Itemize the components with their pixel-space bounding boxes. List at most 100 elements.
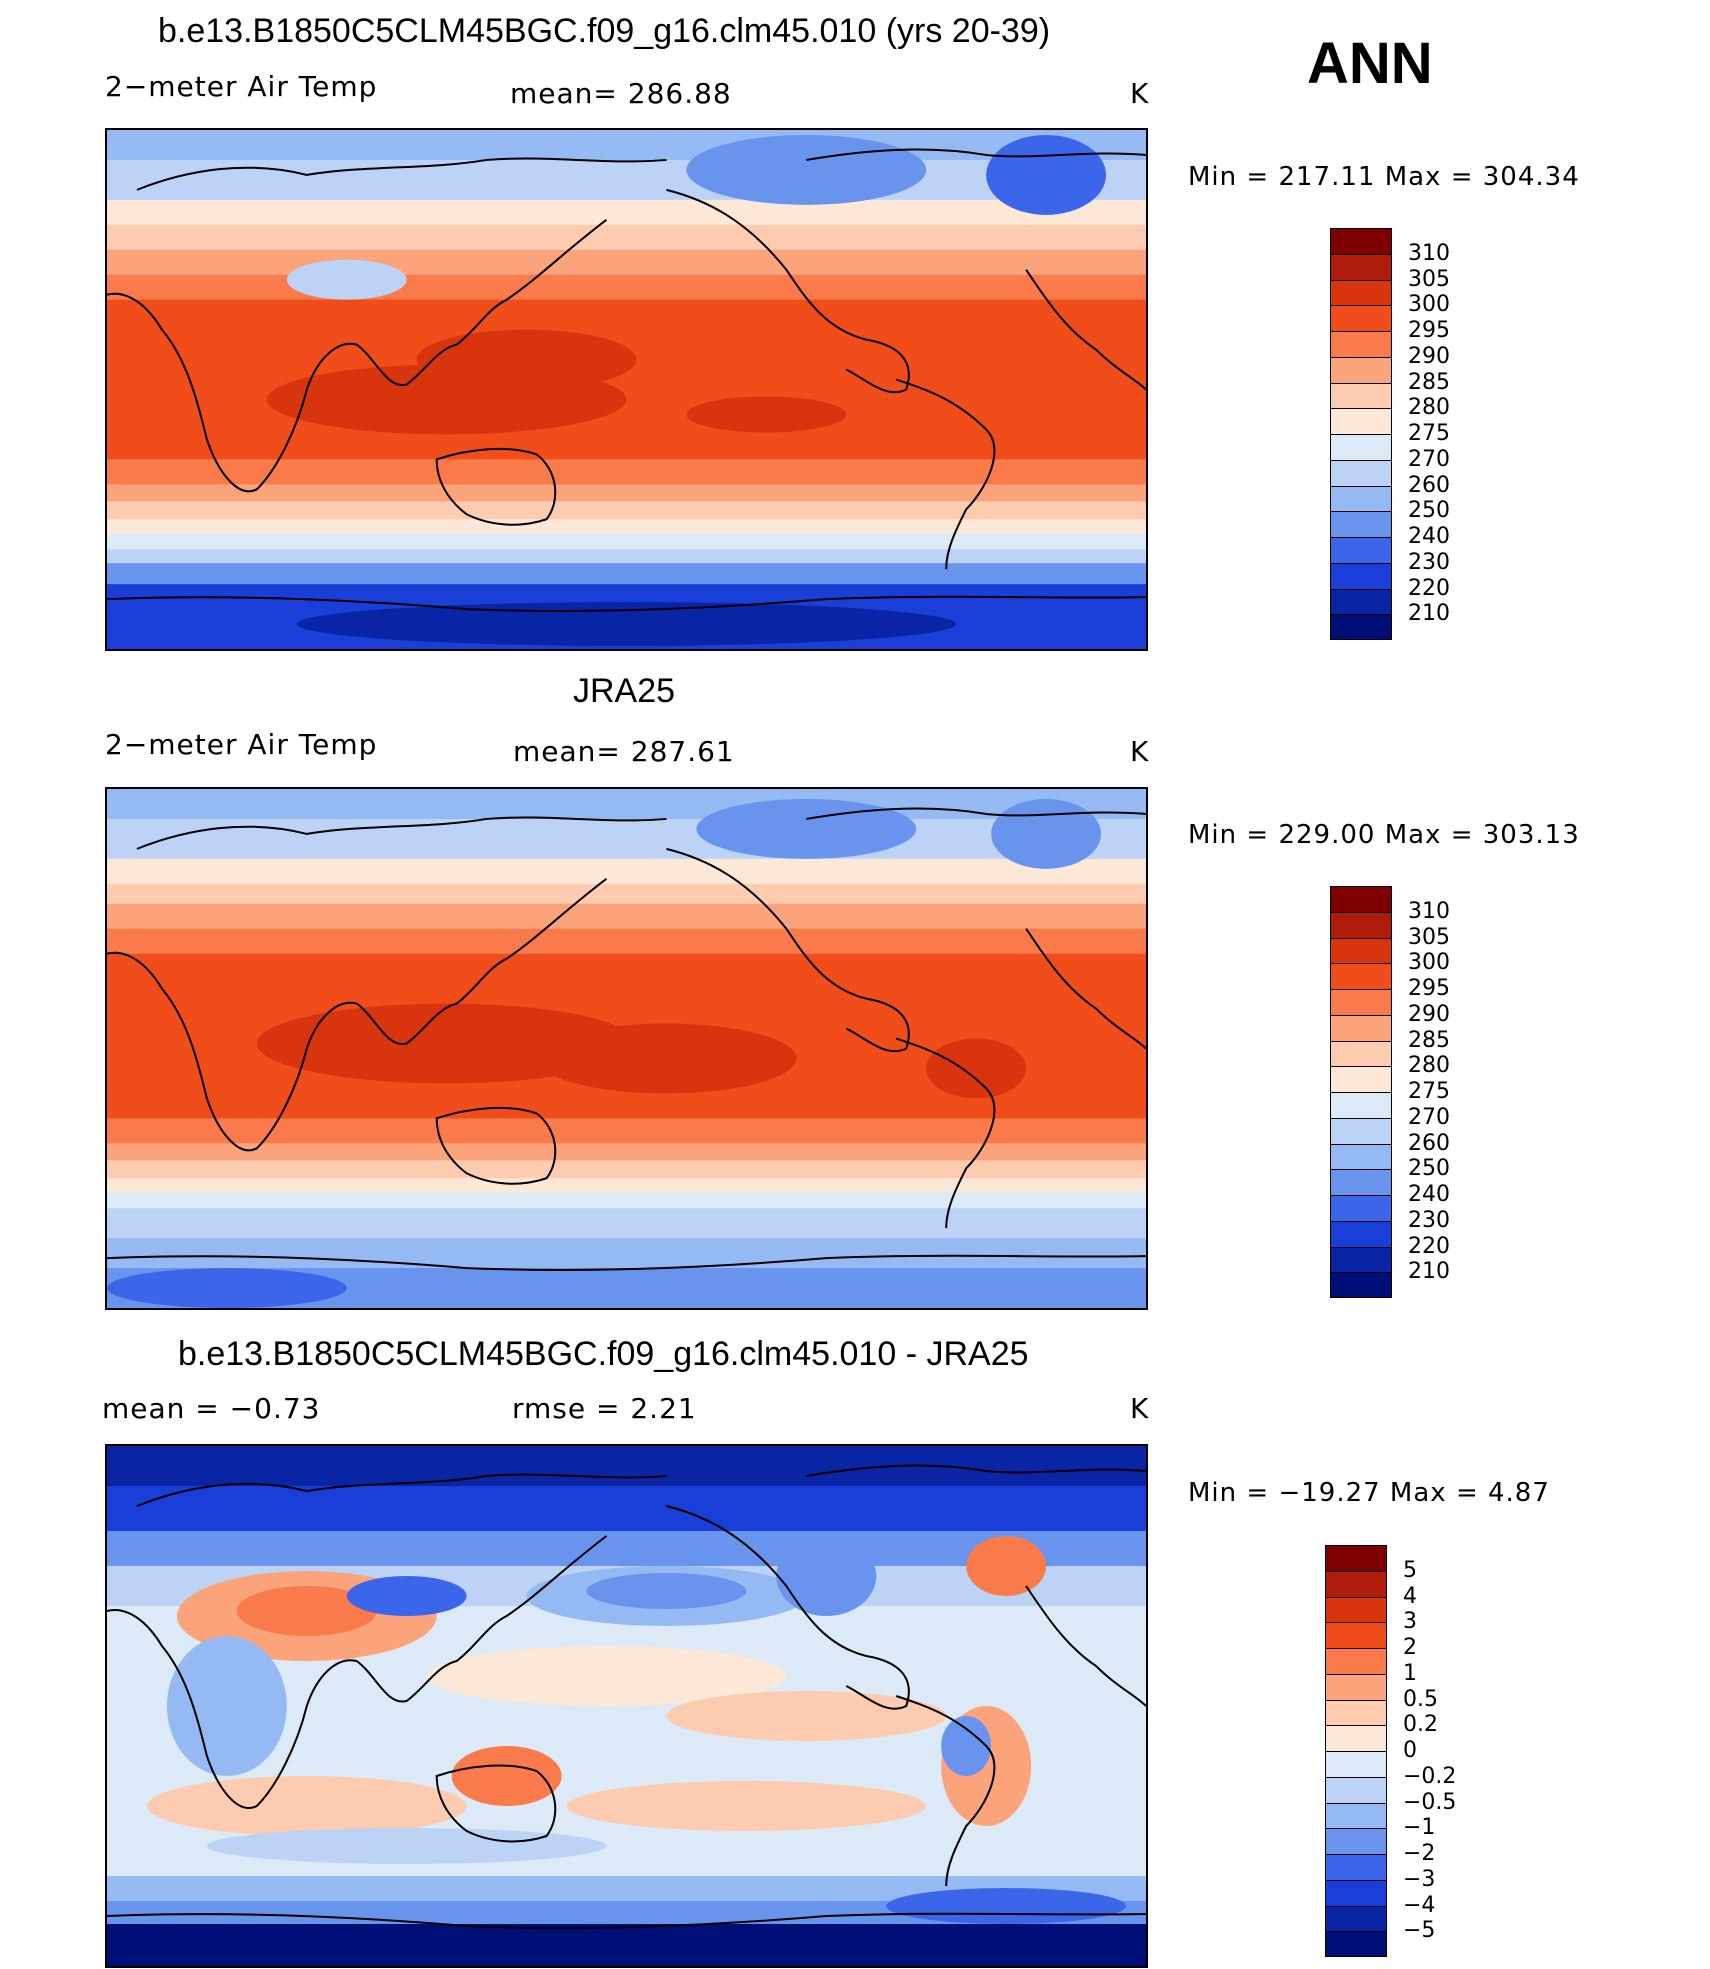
colorbar-label: 260 (1408, 1130, 1450, 1156)
colorbar-swatch (1325, 1545, 1387, 1571)
colorbar-swatch (1330, 1143, 1392, 1170)
colorbar-swatch (1325, 1673, 1387, 1700)
colorbar-label: 240 (1408, 524, 1450, 549)
season-label: ANN (1307, 31, 1433, 96)
colorbar-swatch (1330, 963, 1392, 989)
colorbar-swatch (1325, 1854, 1387, 1880)
colorbar-label: 250 (1408, 1156, 1450, 1182)
colorbar-swatch (1330, 937, 1392, 964)
colorbar-swatch (1330, 1092, 1392, 1118)
colorbar-label: −5 (1403, 1918, 1436, 1944)
colorbar-label: 305 (1408, 266, 1450, 292)
colorbar-label: 250 (1408, 498, 1450, 524)
colorbar-swatch (1330, 1066, 1392, 1092)
colorbar-swatch (1325, 1699, 1387, 1726)
colorbar-swatch (1325, 1596, 1387, 1623)
panel-3-map (105, 1444, 1148, 1968)
colorbar-swatch (1330, 305, 1392, 331)
colorbar-label: 270 (1408, 446, 1450, 472)
colorbar-swatch (1330, 562, 1392, 589)
colorbar-swatch (1330, 485, 1392, 512)
colorbar-label: 275 (1408, 421, 1450, 446)
colorbar-label: −1 (1403, 1815, 1436, 1841)
colorbar-label: 260 (1408, 472, 1450, 498)
panel-1-map (105, 128, 1148, 651)
colorbar-swatch (1330, 331, 1392, 357)
panel-2-map (105, 787, 1148, 1310)
colorbar-label: 290 (1408, 1001, 1450, 1027)
colorbar-label: 285 (1408, 369, 1450, 395)
panel-2-variable-label: 2−meter Air Temp (105, 728, 378, 761)
colorbar-label: 210 (1408, 1259, 1450, 1285)
colorbar-label: 280 (1408, 395, 1450, 421)
colorbar-swatch (1330, 588, 1392, 615)
colorbar-swatch (1330, 408, 1392, 434)
colorbar-swatch (1330, 886, 1392, 912)
panel-2-units: K (1130, 735, 1150, 768)
panel-3-units: K (1130, 1392, 1150, 1425)
panel-3-colorbar-frame (1325, 1545, 1387, 1957)
colorbar-swatch (1330, 382, 1392, 409)
colorbar-label: 220 (1408, 575, 1450, 601)
colorbar-label: −0.5 (1403, 1789, 1457, 1815)
colorbar-swatch (1330, 1220, 1392, 1247)
colorbar-swatch (1330, 1169, 1392, 1195)
panel-2-title: JRA25 (573, 672, 676, 710)
panel-1-title: b.e13.B1850C5CLM45BGC.f09_g16.clm45.010 … (158, 12, 1051, 50)
colorbar-label: 3 (1403, 1609, 1417, 1635)
colorbar-swatch (1330, 1272, 1392, 1298)
coastlines (107, 807, 1146, 1272)
panel-1-variable-label: 2−meter Air Temp (105, 70, 378, 103)
colorbar-label: 275 (1408, 1079, 1450, 1104)
temperature-contours (107, 789, 1146, 1308)
colorbar-swatch (1330, 537, 1392, 563)
colorbar-label: 2 (1403, 1635, 1417, 1660)
colorbar-label: 230 (1408, 1207, 1450, 1233)
colorbar-label: 230 (1408, 549, 1450, 575)
colorbar-swatch (1330, 459, 1392, 486)
colorbar-swatch (1330, 1195, 1392, 1221)
colorbar-swatch (1330, 1246, 1392, 1273)
difference-contours (107, 1446, 1146, 1966)
colorbar-swatch (1325, 1802, 1387, 1829)
colorbar-label: −4 (1403, 1892, 1436, 1918)
panel-3-rmse-label: rmse = 2.21 (512, 1392, 697, 1425)
colorbar-swatch (1330, 1040, 1392, 1067)
colorbar-swatch (1330, 228, 1392, 254)
panel-3-difference-field (107, 1446, 1146, 1966)
colorbar-label: −3 (1403, 1866, 1436, 1892)
colorbar-label: 0.5 (1403, 1686, 1438, 1712)
colorbar-swatch (1330, 1117, 1392, 1144)
colorbar-swatch (1330, 279, 1392, 306)
colorbar-swatch (1325, 1570, 1387, 1597)
colorbar-label: 4 (1403, 1583, 1417, 1609)
colorbar-swatch (1325, 1725, 1387, 1751)
panel-2-temperature-field (107, 789, 1146, 1308)
panel-3-mean-label: mean = −0.73 (102, 1392, 321, 1425)
temperature-contours (107, 130, 1146, 649)
colorbar-label: 280 (1408, 1053, 1450, 1079)
colorbar-swatch (1325, 1751, 1387, 1777)
colorbar-label: 5 (1403, 1557, 1417, 1583)
colorbar-label: 300 (1408, 950, 1450, 976)
panel-1-min-max: Min = 217.11 Max = 304.34 (1188, 162, 1580, 192)
panel-1-units: K (1130, 77, 1150, 110)
colorbar-swatch (1330, 989, 1392, 1015)
colorbar-label: 295 (1408, 318, 1450, 343)
colorbar-swatch (1330, 614, 1392, 640)
colorbar-swatch (1325, 1905, 1387, 1932)
panel-3-title: b.e13.B1850C5CLM45BGC.f09_g16.clm45.010 … (178, 1335, 1029, 1373)
colorbar-swatch (1330, 911, 1392, 938)
colorbar-swatch (1330, 356, 1392, 383)
colorbar-swatch (1330, 434, 1392, 460)
colorbar-swatch (1325, 1879, 1387, 1906)
colorbar-label: −0.2 (1403, 1763, 1457, 1789)
colorbar-label: 285 (1408, 1027, 1450, 1053)
panel-2-min-max: Min = 229.00 Max = 303.13 (1188, 820, 1580, 850)
colorbar-label: 0.2 (1403, 1712, 1438, 1738)
colorbar-label: 305 (1408, 924, 1450, 950)
colorbar-swatch (1325, 1648, 1387, 1674)
colorbar-label: 290 (1408, 343, 1450, 369)
panel-2-mean-label: mean= 287.61 (513, 735, 735, 768)
colorbar-label: 295 (1408, 976, 1450, 1001)
